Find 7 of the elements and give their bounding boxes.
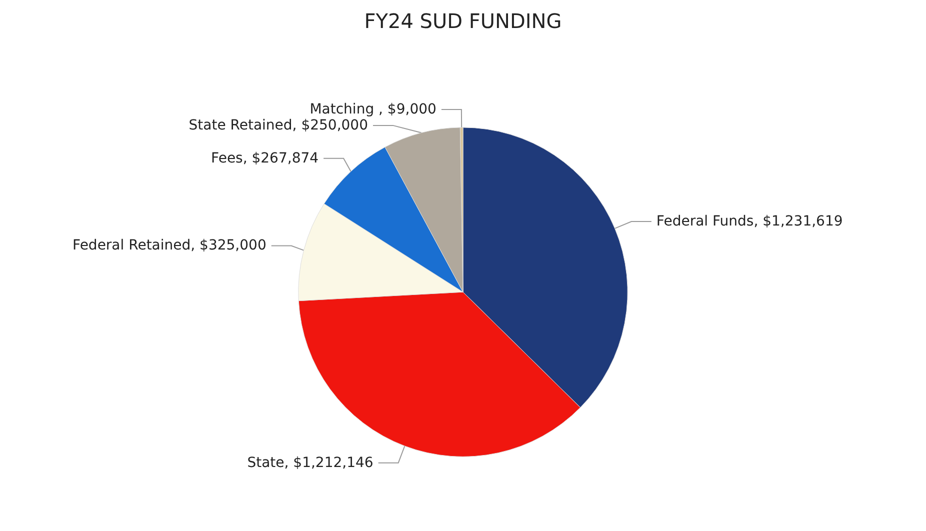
slice-label: State, $1,212,146 — [247, 454, 374, 471]
slice-label: Federal Retained, $325,000 — [72, 238, 266, 254]
slice-label: State Retained, $250,000 — [188, 117, 368, 134]
slice-label: Federal Funds, $1,231,619 — [656, 213, 843, 230]
chart-title: FY24 SUD FUNDING — [364, 9, 562, 33]
slice-label: Matching , $9,000 — [310, 101, 436, 118]
slice-label: Fees, $267,874 — [211, 150, 319, 166]
